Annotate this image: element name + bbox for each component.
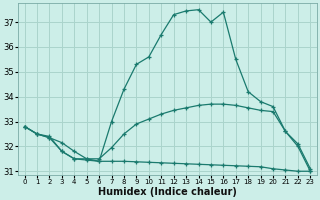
X-axis label: Humidex (Indice chaleur): Humidex (Indice chaleur) [98,187,237,197]
